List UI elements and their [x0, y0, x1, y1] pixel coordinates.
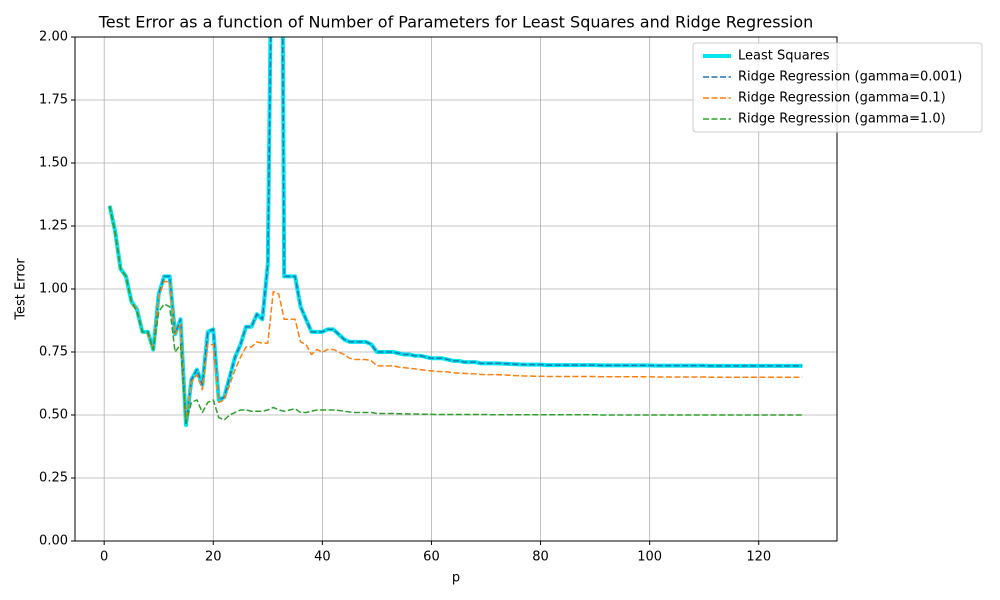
y-axis-label: Test Error — [14, 258, 29, 321]
plot-frame — [74, 36, 838, 542]
y-tick-label: 1.00 — [39, 282, 68, 297]
series-line — [108, 37, 803, 426]
legend-label: Ridge Regression (gamma=1.0) — [738, 112, 946, 127]
y-tick-label: 0.50 — [39, 408, 68, 423]
y-tick-label: 1.50 — [39, 156, 68, 171]
y-tick-label: 1.25 — [39, 219, 68, 234]
y-tick-label: 0.00 — [39, 534, 68, 549]
x-tick-label: 120 — [746, 550, 771, 565]
legend-label: Ridge Regression (gamma=0.001) — [738, 70, 962, 85]
y-tick-label: 2.00 — [39, 30, 68, 45]
x-tick-label: 40 — [314, 550, 331, 565]
series-line — [108, 205, 803, 424]
y-tick-label: 0.25 — [39, 471, 68, 486]
x-tick-label: 20 — [205, 550, 222, 565]
y-tick-label: 0.75 — [39, 345, 68, 360]
series-line — [108, 205, 803, 421]
legend-box — [692, 42, 983, 133]
legend: Least Squares Ridge Regression (gamma=0.0… — [692, 42, 983, 133]
x-axis-label: p — [452, 571, 460, 586]
x-tick-label: 0 — [100, 550, 108, 565]
chart-title: Test Error as a function of Number of Pa… — [98, 13, 814, 32]
x-tick-label: 80 — [532, 550, 549, 565]
plot-lines — [107, 37, 803, 428]
legend-label: Ridge Regression (gamma=0.1) — [738, 91, 946, 106]
legend-label: Least Squares — [738, 49, 830, 64]
x-tick-label: 60 — [423, 550, 440, 565]
y-tick-label: 1.75 — [39, 93, 68, 108]
x-tick-label: 100 — [637, 550, 662, 565]
